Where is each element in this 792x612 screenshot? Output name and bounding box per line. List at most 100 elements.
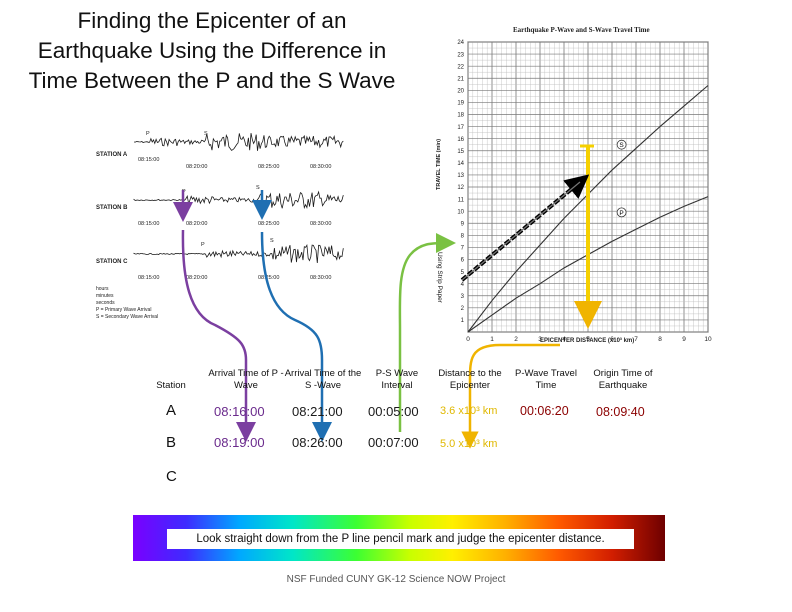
y-tick-label: 22 <box>457 64 464 70</box>
title-line-1: Finding the Epicenter of an <box>77 8 347 33</box>
seismogram-key: hours minutes seconds P = Primary Wave A… <box>96 286 158 321</box>
time-tick: 08:15:00 <box>138 157 160 163</box>
y-tick-label: 3 <box>461 294 465 300</box>
y-tick-label: 12 <box>457 185 464 191</box>
header-ps-interval: P-S Wave Interval <box>375 368 419 391</box>
y-tick-label: 20 <box>457 89 464 95</box>
y-tick-label: 17 <box>457 125 464 131</box>
x-tick-label: 6 <box>610 336 614 343</box>
key-hours: hours <box>96 286 109 292</box>
instruction-text: Look straight down from the P line penci… <box>167 529 634 549</box>
title-line-3: Time Between the P and the S Wave <box>28 68 396 93</box>
s-curve-badge <box>616 139 627 150</box>
time-tick: 08:25:00 <box>258 275 280 281</box>
y-tick-label: 21 <box>457 76 464 82</box>
header-origin: Origin Time of Earthquake <box>593 368 653 391</box>
y-tick-label: 4 <box>461 282 465 288</box>
row-b-distance: 5.0 x10³ km <box>440 438 498 450</box>
time-tick: 08:20:00 <box>186 221 208 227</box>
row-b-s-arrival: 08:26:00 <box>292 435 343 450</box>
graph-title: Earthquake P-Wave and S-Wave Travel Time <box>513 26 650 34</box>
y-tick-label: 23 <box>457 52 464 58</box>
station-a-trace <box>133 133 344 151</box>
seismogram-figure: STATION A STATION B STATION C 08:15:00 0… <box>94 128 440 333</box>
s-arrival-label: S <box>204 131 208 137</box>
row-c-station: C <box>166 468 177 485</box>
y-tick-label: 13 <box>457 173 464 179</box>
header-station: Station <box>156 380 186 391</box>
key-s-wave: S = Secondary Wave Arrival <box>96 314 159 320</box>
y-tick-label: 6 <box>461 258 465 264</box>
p-arrival-label: P <box>146 131 150 137</box>
x-tick-label: 2 <box>514 336 518 343</box>
y-tick-label: 1 <box>461 318 465 324</box>
y-tick-label: 9 <box>461 221 465 227</box>
s-arrival-label: S <box>270 238 274 244</box>
y-tick-label: 19 <box>457 101 464 107</box>
s-curve-label: S <box>619 142 624 149</box>
header-s-arrival: Arrival Time of the S -Wave <box>284 368 362 391</box>
key-minutes: minutes <box>96 293 114 299</box>
x-tick-label: 4 <box>562 336 566 343</box>
header-p-arrival: Arrival Time of P -Wave <box>208 368 284 391</box>
row-a-p-travel: 00:06:20 <box>520 404 569 418</box>
time-tick: 08:25:00 <box>258 221 280 227</box>
station-b-trace <box>133 190 344 210</box>
slide-title: Finding the Epicenter of an Earthquake U… <box>0 6 424 96</box>
time-tick: 08:25:00 <box>258 164 280 170</box>
y-tick-label: 7 <box>461 246 465 252</box>
y-tick-label: 15 <box>457 149 464 155</box>
y-tick-label: 10 <box>457 209 464 215</box>
time-tick: 08:30:00 <box>310 275 332 281</box>
y-tick-label: 16 <box>457 137 464 143</box>
x-tick-label: 1 <box>490 336 494 343</box>
y-tick-label: 5 <box>461 270 465 276</box>
key-p-wave: P = Primary Wave Arrival <box>96 307 152 313</box>
row-b-ps-interval: 00:07:00 <box>368 435 419 450</box>
x-tick-label: 7 <box>634 336 638 343</box>
time-tick: 08:20:00 <box>186 164 208 170</box>
row-a-s-arrival: 08:21:00 <box>292 404 343 419</box>
time-tick: 08:20:00 <box>186 275 208 281</box>
x-tick-label: 3 <box>538 336 542 343</box>
key-seconds: seconds <box>96 300 115 306</box>
x-tick-label: 8 <box>658 336 662 343</box>
row-a-p-arrival: 08:16:00 <box>214 404 265 419</box>
y-tick-label: 8 <box>461 234 465 240</box>
time-tick: 08:15:00 <box>138 275 160 281</box>
row-a-ps-interval: 00:05:00 <box>368 404 419 419</box>
y-tick-label: 18 <box>457 113 464 119</box>
travel-time-chart: 0 1 2 3 4 5 6 7 8 9 101234567891011121314151617181… <box>457 40 712 343</box>
graph-x-axis-label: EPICENTER DISTANCE (x10³ km) <box>540 338 635 344</box>
yellow-return-arrow <box>461 343 560 449</box>
y-tick-label: 14 <box>457 161 464 167</box>
x-tick-label: 9 <box>682 336 686 343</box>
x-tick-label: 5 <box>586 336 590 343</box>
row-a-station: A <box>166 402 177 419</box>
station-b-label: STATION B <box>96 205 128 211</box>
row-a-distance: 3.6 x10³ km <box>440 405 498 417</box>
strip-paper-label: Using Strip Paper <box>436 252 443 303</box>
y-tick-label: 11 <box>458 197 465 203</box>
time-tick: 08:15:00 <box>138 221 160 227</box>
row-b-p-arrival: 08:19:00 <box>214 435 265 450</box>
station-a-label: STATION A <box>96 152 128 158</box>
y-tick-label: 2 <box>461 306 465 312</box>
row-b-station: B <box>166 434 177 451</box>
footer-credit: NSF Funded CUNY GK-12 Science NOW Projec… <box>286 574 506 585</box>
travel-time-graph: 0 1 2 3 4 5 6 7 8 9 10 1 2 3 4 5 6 7 8 9 10 11 12 13 14 15 16 17 18 1… <box>436 20 712 350</box>
s-arrival-label: S <box>256 185 260 191</box>
p-arrival-label: P <box>201 242 205 248</box>
x-tick-label: 0 <box>466 336 470 343</box>
row-a-origin: 08:09:40 <box>596 405 645 419</box>
title-line-2: Earthquake Using the Difference in <box>37 38 387 63</box>
station-c-label: STATION C <box>96 259 128 265</box>
time-tick: 08:30:00 <box>310 221 332 227</box>
time-tick: 08:30:00 <box>310 164 332 170</box>
p-curve-badge <box>616 207 627 218</box>
header-p-travel: P-Wave Travel Time <box>515 368 577 391</box>
p-arrival-label: P <box>182 189 186 195</box>
x-tick-label: 10 <box>704 336 712 343</box>
graph-y-axis-label: TRAVEL TIME (min) <box>436 138 442 190</box>
y-tick-label: 24 <box>457 40 464 46</box>
